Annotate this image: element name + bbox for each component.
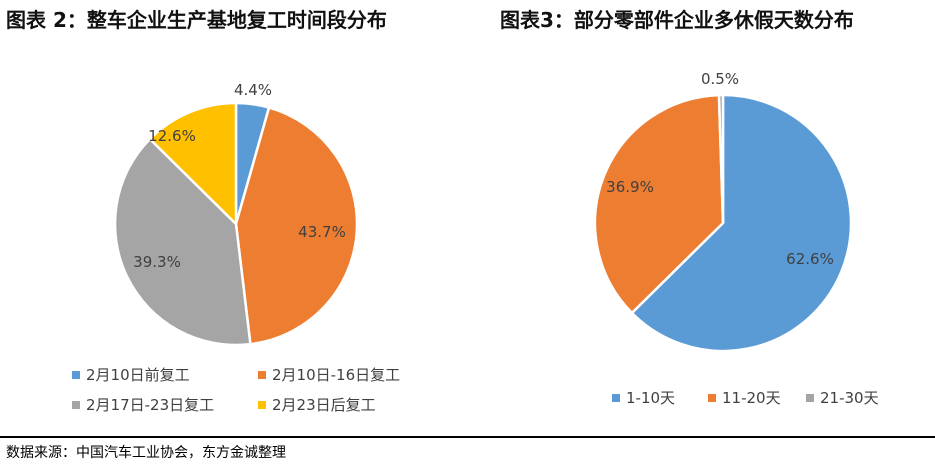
slice-label-0-3: 12.6% <box>148 127 196 145</box>
legend-label: 1-10天 <box>626 389 676 407</box>
slice-label-0-0: 4.4% <box>234 81 272 99</box>
legend-item-1-0: 1-10天 <box>612 387 675 408</box>
pie-slice-0-2 <box>113 137 252 347</box>
pie-slice-0-1 <box>234 106 359 346</box>
legend-item-1-2: 21-30天 <box>806 387 879 408</box>
footer-divider <box>0 436 935 438</box>
legend-swatch <box>258 400 266 409</box>
slice-label-1-1: 36.9% <box>606 178 654 196</box>
pie-chart-left: 4.4% 43.7% 39.3% 12.6% <box>113 81 359 347</box>
legend-label: 2月17日-23日复工 <box>86 396 215 414</box>
chart-title-right: 图表3：部分零部件企业多休假天数分布 <box>500 8 854 32</box>
legend-label: 2月10日前复工 <box>86 366 190 384</box>
slice-label-1-0: 62.6% <box>786 250 834 268</box>
legend-swatch <box>258 370 266 379</box>
legend-swatch <box>612 393 620 402</box>
legend-label: 21-30天 <box>820 389 879 407</box>
legend-label: 2月10日-16日复工 <box>272 366 401 384</box>
legend-item-0-3: 2月23日后复工 <box>258 394 376 415</box>
legend-item-0-2: 2月17日-23日复工 <box>72 394 214 415</box>
pie-slice-1-0 <box>630 93 853 353</box>
pie-slice-1-1 <box>593 93 725 315</box>
legend-swatch <box>806 393 814 402</box>
legend-label: 11-20天 <box>722 389 781 407</box>
pie-chart-right: 62.6% 36.9% 0.5% <box>593 70 853 353</box>
legend-item-1-1: 11-20天 <box>708 387 781 408</box>
legend-swatch <box>72 400 80 409</box>
legend-item-0-1: 2月10日-16日复工 <box>258 364 400 385</box>
pie-slice-1-2 <box>717 93 725 224</box>
legend-swatch <box>708 393 716 402</box>
chart-title-left: 图表 2：整车企业生产基地复工时间段分布 <box>6 8 387 32</box>
legend-swatch <box>72 370 80 379</box>
slice-label-0-1: 43.7% <box>298 223 346 241</box>
legend-label: 2月23日后复工 <box>272 396 376 414</box>
source-note: 数据来源：中国汽车工业协会，东方金诚整理 <box>6 445 286 461</box>
pie-slice-0-3 <box>148 101 238 227</box>
slice-label-0-2: 39.3% <box>133 253 181 271</box>
slice-label-1-2: 0.5% <box>701 70 739 88</box>
legend-item-0-0: 2月10日前复工 <box>72 364 190 385</box>
